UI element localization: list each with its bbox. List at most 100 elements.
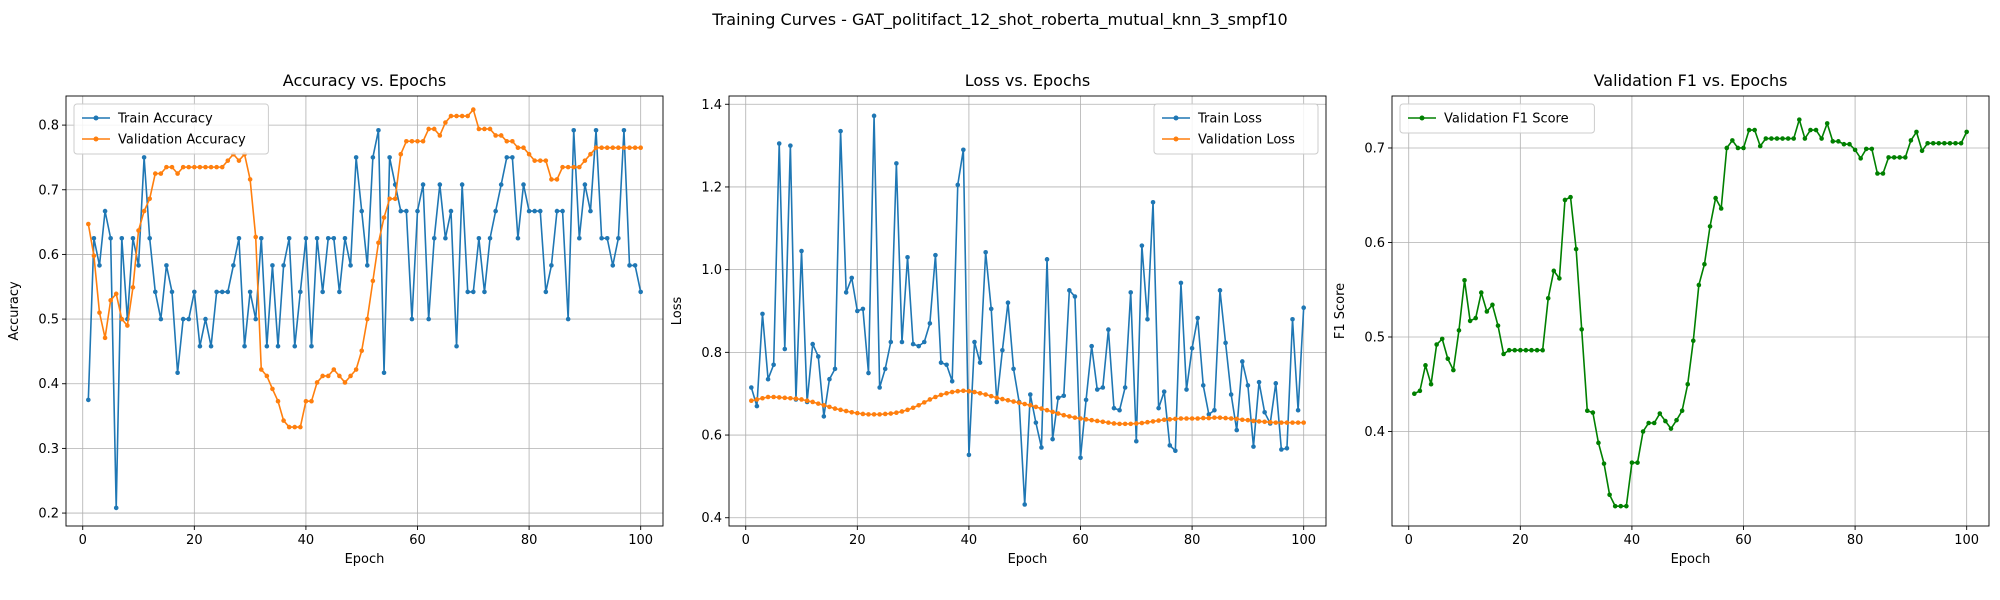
data-point [799, 397, 804, 402]
series-line-1 [87, 129, 642, 509]
data-point [1217, 415, 1223, 420]
data-point [838, 407, 843, 413]
data-point [1033, 404, 1039, 410]
data-point [247, 177, 253, 182]
series-line-2 [87, 108, 641, 428]
data-point [91, 235, 97, 241]
y-tick-label: 0.6 [701, 429, 722, 444]
data-point [1290, 420, 1295, 425]
data-point [832, 406, 838, 411]
data-point [1484, 309, 1490, 314]
data-point [270, 386, 275, 392]
data-point [1512, 347, 1518, 353]
data-point [1858, 156, 1863, 161]
x-tick-label: 80 [1847, 533, 1864, 548]
data-point [1919, 148, 1925, 154]
data-point [1256, 419, 1262, 424]
x-tick-label: 0 [1405, 533, 1413, 548]
data-point [331, 367, 337, 372]
data-point [320, 289, 325, 295]
data-point [504, 138, 510, 144]
data-point [1780, 136, 1785, 141]
data-point [264, 343, 270, 349]
data-point [1089, 417, 1094, 423]
data-point [1819, 136, 1824, 141]
legend-box [73, 103, 269, 155]
data-point [208, 164, 214, 170]
data-point [158, 316, 164, 322]
data-point [192, 164, 197, 170]
series-line-2 [751, 389, 1304, 425]
data-point [1212, 415, 1217, 420]
data-point [1100, 419, 1106, 425]
data-point [203, 316, 208, 322]
data-point [1947, 140, 1953, 146]
legend-marker [1173, 115, 1179, 121]
data-point [186, 316, 192, 322]
data-point [1245, 417, 1251, 423]
data-point [225, 289, 231, 295]
data-point [1456, 328, 1462, 333]
data-point [638, 289, 643, 295]
data-point [314, 380, 320, 385]
axes-frame [728, 95, 1327, 527]
data-point [1178, 280, 1184, 286]
data-point [1785, 136, 1791, 141]
y-tick-label: 0.5 [1364, 330, 1385, 345]
data-point [749, 398, 754, 404]
data-point [1713, 195, 1718, 201]
data-point [1200, 415, 1206, 421]
data-point [1072, 294, 1078, 299]
data-point [476, 235, 482, 241]
data-point [966, 388, 972, 394]
data-point [242, 343, 247, 349]
figure-title: Training Curves - GAT_politifact_12_shot… [712, 10, 1288, 29]
data-point [983, 249, 988, 255]
y-tick-label: 0.3 [38, 442, 59, 457]
data-point [158, 171, 164, 176]
data-point [108, 235, 113, 241]
data-point [1925, 140, 1930, 146]
data-point [877, 412, 882, 417]
x-axis-label: Epoch [1008, 552, 1048, 567]
x-tick-label: 20 [849, 533, 866, 548]
data-point [1462, 277, 1467, 283]
data-point [621, 145, 627, 151]
data-point [1150, 419, 1156, 424]
data-point [1601, 461, 1607, 466]
data-point [921, 400, 927, 405]
data-point [431, 126, 437, 132]
data-point [342, 380, 348, 385]
data-point [130, 285, 136, 290]
data-point [275, 343, 281, 349]
data-point [1797, 117, 1802, 122]
data-point [141, 155, 147, 160]
data-point [1746, 127, 1752, 133]
data-point [1279, 420, 1284, 425]
data-point [782, 346, 788, 352]
data-point [119, 235, 125, 241]
data-point [588, 151, 593, 157]
data-point [236, 235, 242, 241]
data-point [549, 263, 554, 268]
data-point [1490, 302, 1495, 308]
x-tick-label: 100 [1291, 533, 1316, 548]
data-point [565, 164, 571, 170]
data-point [337, 289, 342, 295]
data-point [1930, 140, 1936, 146]
data-point [275, 398, 281, 404]
data-point [1936, 140, 1942, 146]
data-point [760, 311, 765, 317]
data-point [192, 289, 197, 295]
data-point [471, 107, 476, 112]
data-point [910, 341, 916, 347]
data-point [955, 182, 961, 188]
data-point [164, 164, 169, 170]
data-point [905, 254, 910, 260]
data-point [961, 388, 966, 394]
data-point [1167, 443, 1173, 448]
data-point [1880, 171, 1886, 176]
data-point [1730, 138, 1735, 143]
y-axis-label: Accuracy [7, 281, 22, 341]
